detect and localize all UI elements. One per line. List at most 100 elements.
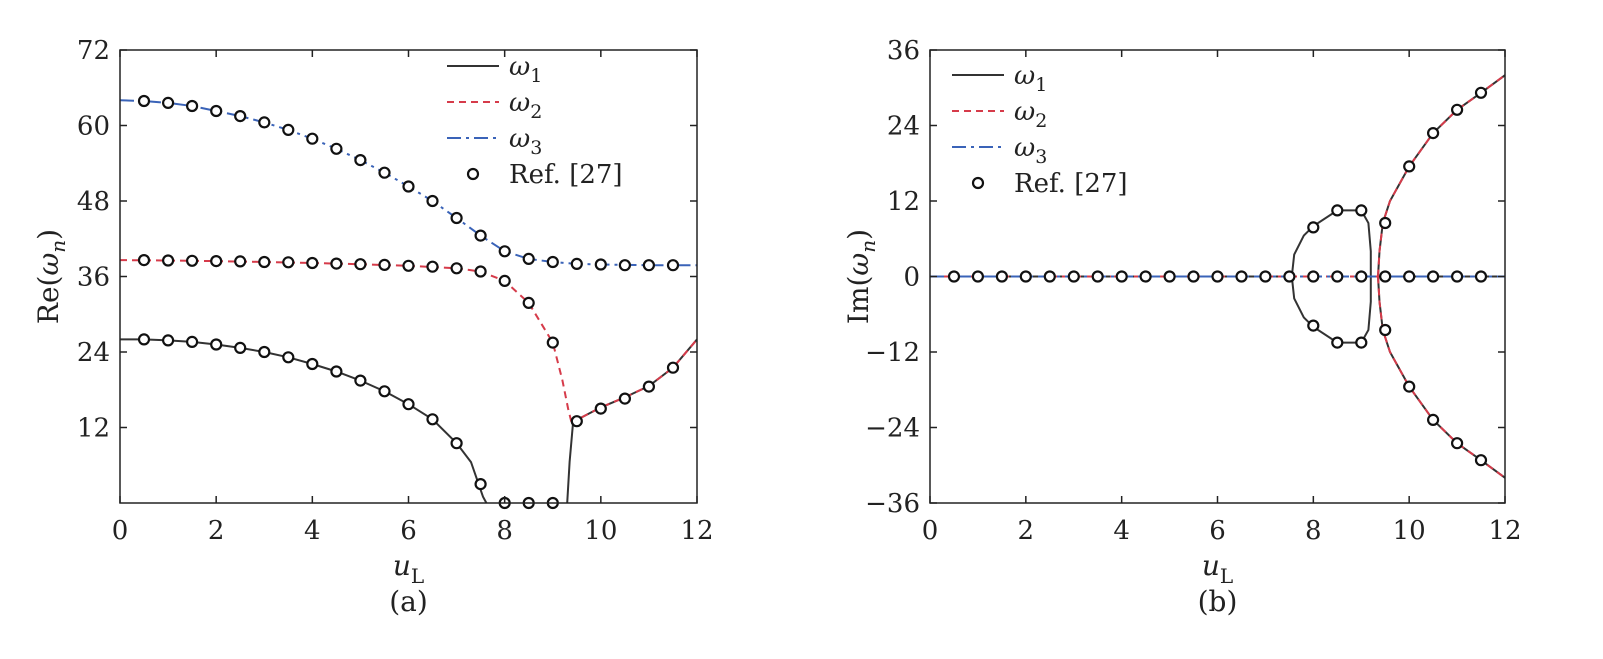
- ref-point-41: [137, 94, 151, 108]
- y-tick-label: −24: [865, 414, 920, 444]
- ref-point-9: [1163, 270, 1176, 283]
- ref-point-54: [450, 211, 463, 225]
- ref-point-31: [330, 257, 343, 270]
- chart-panel-b: 0 2 4 6 8 10 12−36−24−120122436uLIm(ωn)(b)ω1ω2…: [842, 36, 1522, 618]
- ref-point-29: [282, 256, 295, 269]
- x-tick-label: 6: [400, 516, 417, 546]
- ref-point-11: [1211, 270, 1224, 283]
- ref-point-8: [1139, 270, 1152, 283]
- ref-point-12: [1235, 270, 1248, 283]
- ref-point-4: [234, 341, 247, 354]
- ref-point-62: [642, 259, 656, 272]
- ref-point-34: [1379, 323, 1392, 337]
- ref-point-60: [594, 258, 607, 271]
- ref-point-10: [378, 385, 391, 398]
- legend-label-ω2: ω2: [1014, 97, 1047, 132]
- ref-point-21: [642, 380, 656, 393]
- ref-point-3: [210, 338, 223, 351]
- legend-label-ref: Ref. [27]: [1014, 169, 1128, 199]
- y-tick-label: 12: [77, 414, 110, 444]
- ref-point-0: [137, 333, 151, 346]
- ref-point-16: [1331, 270, 1344, 283]
- chart-panel-a: 0 2 4 6 8 10 12122436486072uLRe(ωn)(a)ω1ω2ω3Re…: [32, 36, 714, 618]
- ref-point-46: [258, 116, 271, 129]
- legend-swatch-ref: [971, 176, 985, 190]
- ref-point-52: [402, 180, 415, 193]
- x-tick-label: 0: [922, 516, 939, 546]
- ref-point-47: [282, 123, 295, 136]
- legend-label-ω1: ω1: [1014, 61, 1047, 96]
- x-tick-label: 12: [680, 516, 713, 546]
- ref-point-23: [1307, 221, 1320, 234]
- ref-point-35: [426, 260, 439, 273]
- ref-point-36: [1426, 413, 1440, 426]
- y-axis-title: Re(ωn): [32, 229, 70, 324]
- y-tick-label: 48: [77, 187, 110, 217]
- series-line-ω1-seg-3: [1377, 74, 1505, 277]
- x-tick-label: 2: [1018, 516, 1035, 546]
- ref-point-27: [1331, 336, 1344, 349]
- ref-point-33: [1474, 86, 1488, 99]
- ref-point-49: [330, 142, 343, 155]
- series-line-ω1-seg-0: [930, 209, 1372, 278]
- ref-point-63: [666, 259, 680, 272]
- legend-label-ω2: ω2: [509, 88, 542, 123]
- y-tick-label: 24: [77, 338, 110, 368]
- panel-caption: (a): [389, 585, 428, 618]
- legend-label-ω3: ω3: [1014, 133, 1047, 168]
- ref-point-39: [522, 296, 535, 309]
- ref-point-48: [306, 132, 319, 145]
- legend-swatch-ref: [466, 167, 480, 181]
- ref-point-18: [1379, 270, 1392, 283]
- ref-point-20: [618, 392, 632, 405]
- ref-point-6: [1091, 270, 1104, 283]
- ref-point-4: [1043, 270, 1056, 283]
- ref-point-15: [1307, 270, 1320, 283]
- y-tick-label: 12: [887, 187, 920, 217]
- ref-point-8: [330, 365, 343, 378]
- ref-point-43: [186, 99, 199, 113]
- x-axis-title: uL: [393, 549, 424, 588]
- y-tick-label: 60: [77, 112, 110, 142]
- reference-markers: [137, 94, 680, 510]
- x-tick-label: 10: [584, 516, 617, 546]
- ref-point-61: [618, 259, 632, 272]
- ref-point-24: [162, 254, 175, 267]
- ref-point-24: [1331, 204, 1344, 217]
- ref-point-6: [282, 351, 295, 364]
- y-tick-label: 24: [887, 112, 920, 142]
- ref-point-28: [1355, 336, 1368, 349]
- series-line-ω1-seg-4: [1377, 276, 1505, 479]
- ref-point-12: [426, 413, 439, 426]
- ref-point-13: [450, 437, 463, 450]
- x-tick-label: 10: [1393, 516, 1426, 546]
- ref-point-7: [306, 357, 319, 371]
- x-tick-label: 8: [496, 516, 513, 546]
- ref-point-30: [306, 256, 319, 270]
- x-tick-label: 8: [1305, 516, 1322, 546]
- ref-point-33: [378, 258, 391, 271]
- ref-point-13: [1259, 270, 1272, 283]
- ref-point-55: [474, 229, 487, 242]
- ref-point-37: [1450, 437, 1464, 450]
- ref-point-53: [426, 194, 439, 208]
- ref-point-26: [1307, 319, 1320, 332]
- x-tick-label: 6: [1209, 516, 1226, 546]
- ref-point-32: [1450, 103, 1464, 116]
- ref-point-18: [570, 415, 583, 428]
- ref-point-7: [1115, 270, 1128, 283]
- ref-point-22: [1474, 270, 1488, 283]
- ref-point-23: [137, 254, 151, 267]
- ref-point-1: [971, 270, 985, 283]
- ref-point-25: [1355, 204, 1368, 217]
- ref-point-28: [258, 255, 271, 269]
- y-tick-label: 36: [887, 36, 920, 66]
- ref-point-3: [1019, 270, 1032, 283]
- x-tick-label: 4: [1113, 516, 1130, 546]
- ref-point-5: [258, 345, 271, 359]
- ref-point-42: [162, 96, 175, 110]
- ref-point-27: [234, 255, 247, 268]
- ref-point-36: [450, 262, 463, 275]
- series-line-ω2-seg-2: [1377, 276, 1505, 479]
- ref-point-38: [1474, 454, 1488, 467]
